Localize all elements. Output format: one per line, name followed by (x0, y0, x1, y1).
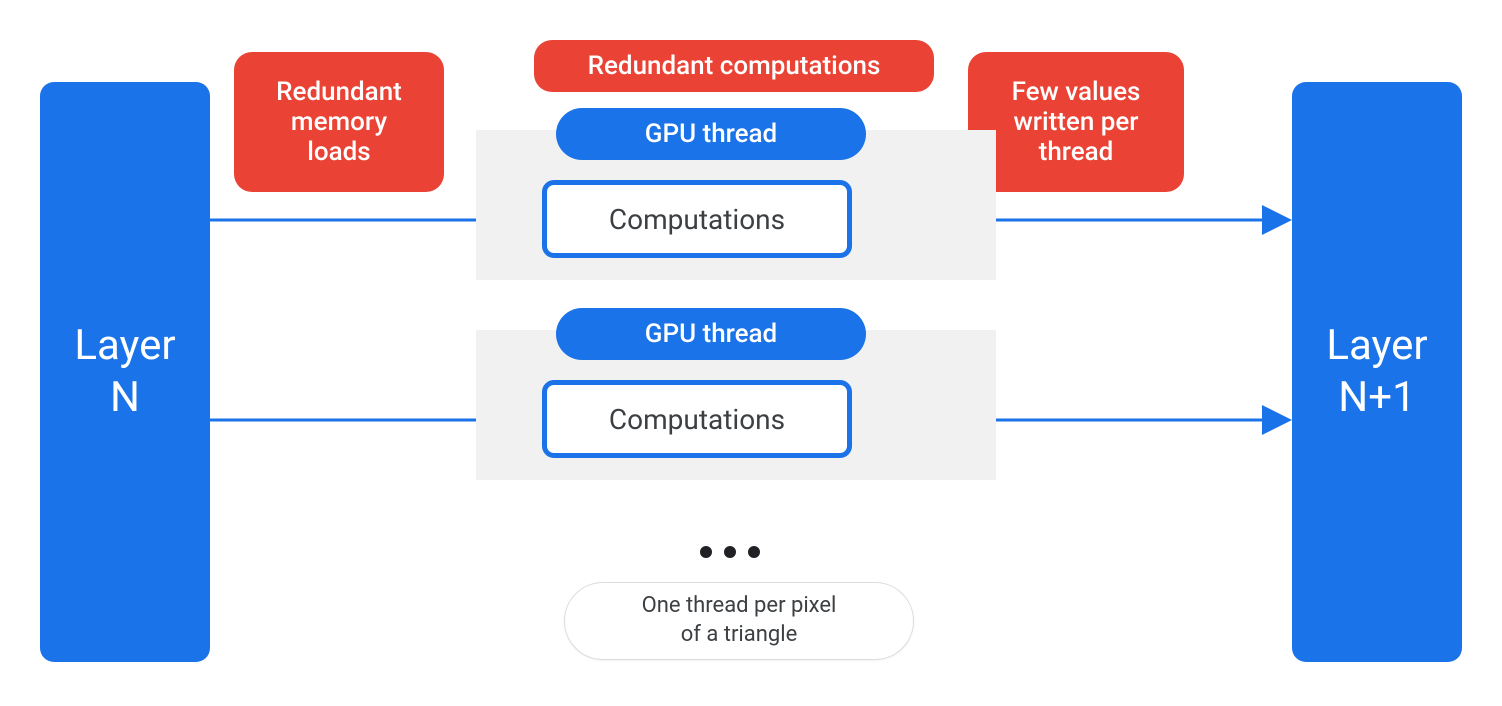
callout-redundant-comp-text: Redundant computations (588, 51, 881, 81)
dot-2 (724, 546, 736, 558)
layer-n-label: Layer N (74, 320, 175, 425)
dot-1 (700, 546, 712, 558)
computations-label-2: Computations (609, 403, 785, 436)
callout-few-values: Few values written per thread (968, 52, 1184, 192)
gpu-thread-label-2: GPU thread (645, 319, 777, 349)
layer-n-box: Layer N (40, 82, 210, 662)
callout-redundant-loads-text: Redundant memory loads (276, 77, 402, 167)
computations-box-1: Computations (542, 180, 852, 258)
footer-pill: One thread per pixel of a triangle (564, 582, 914, 660)
dot-3 (748, 546, 760, 558)
computations-label-1: Computations (609, 203, 785, 236)
callout-redundant-loads: Redundant memory loads (234, 52, 444, 192)
computations-box-2: Computations (542, 380, 852, 458)
ellipsis-dots (700, 546, 760, 558)
footer-pill-text: One thread per pixel of a triangle (642, 592, 837, 649)
callout-few-values-text: Few values written per thread (1012, 77, 1141, 167)
callout-redundant-comp: Redundant computations (534, 40, 934, 92)
diagram-canvas: Layer N Layer N+1 Redundant memory loads… (0, 0, 1502, 706)
layer-n1-label: Layer N+1 (1326, 320, 1427, 425)
layer-n1-box: Layer N+1 (1292, 82, 1462, 662)
gpu-thread-pill-2: GPU thread (556, 308, 866, 360)
gpu-thread-label-1: GPU thread (645, 119, 777, 149)
gpu-thread-pill-1: GPU thread (556, 108, 866, 160)
